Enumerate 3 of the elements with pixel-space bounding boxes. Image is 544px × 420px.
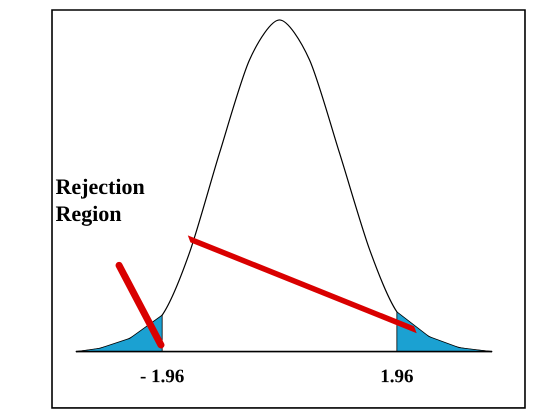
x-tick-label: - 1.96: [140, 370, 184, 382]
x-tick-label: 1.96: [382, 370, 413, 382]
annotation: Rejection Region: [56, 178, 144, 226]
